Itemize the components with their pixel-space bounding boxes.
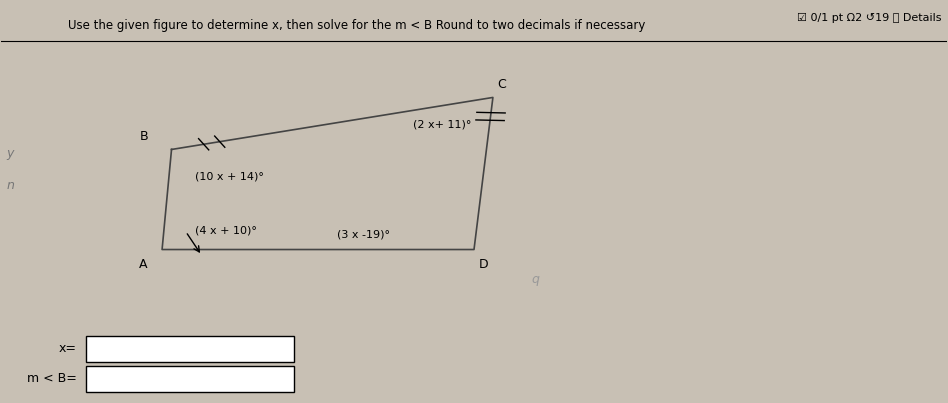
Text: (10 x + 14)°: (10 x + 14)° — [195, 172, 264, 181]
Text: A: A — [139, 258, 148, 270]
FancyBboxPatch shape — [86, 336, 295, 361]
FancyBboxPatch shape — [86, 366, 295, 392]
Text: C: C — [498, 79, 506, 91]
Text: (4 x + 10)°: (4 x + 10)° — [195, 226, 257, 235]
Text: B: B — [139, 131, 148, 143]
Text: m < B=: m < B= — [27, 372, 77, 385]
Text: n: n — [6, 179, 14, 192]
Text: D: D — [479, 258, 488, 270]
Text: (2 x+ 11)°: (2 x+ 11)° — [412, 119, 471, 129]
Text: (3 x -19)°: (3 x -19)° — [337, 230, 390, 239]
Text: ☑ 0/1 pt Ω2 ↺19 ⓘ Details: ☑ 0/1 pt Ω2 ↺19 ⓘ Details — [797, 13, 942, 23]
Text: y: y — [6, 147, 13, 160]
Text: x=: x= — [59, 342, 77, 355]
Text: q: q — [532, 273, 539, 286]
Text: Use the given figure to determine x, then solve for the m < B Round to two decim: Use the given figure to determine x, the… — [67, 19, 645, 32]
